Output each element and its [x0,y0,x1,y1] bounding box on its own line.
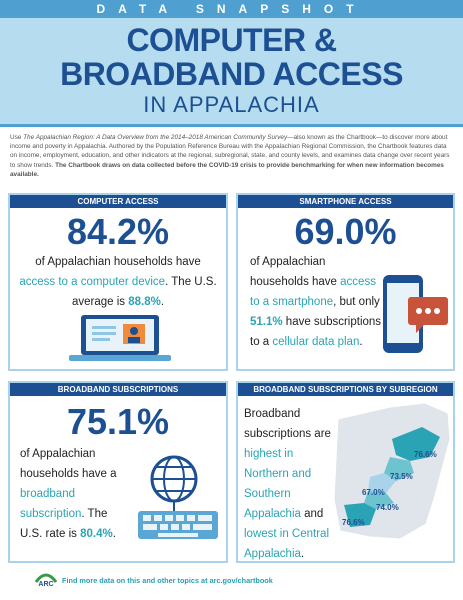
text: of Appalachian households have [35,256,201,268]
highlight: access to a smartphone [250,276,376,308]
card: COMPUTER ACCESS 84.2% of Appalachian hou… [8,193,228,371]
intro-text: —also known as the Chartbook—to discover… [10,134,450,169]
subtitle: IN APPALACHIA [143,92,320,117]
card-text: of Appalachian households have access to… [238,250,382,352]
text: of Appalachian households have a [20,448,117,480]
card-heading: SMARTPHONE ACCESS [238,195,453,208]
logo-text: ARC [38,581,53,588]
phone-icon [383,275,448,353]
map-region [364,491,394,509]
text: Broadband subscriptions are [244,408,331,440]
highlight: 88.8% [128,296,161,308]
title: BROADBAND ACCESS [60,56,403,92]
map-region [392,427,440,461]
highlight: cellular data plan [272,336,360,348]
map-region [368,473,396,493]
map-label: 67.0% [362,488,385,497]
globe-keyboard-icon [138,455,218,539]
card-heading: BROADBAND SUBSCRIPTIONS BY SUBREGION [238,383,453,396]
laptop-icon [69,315,171,361]
card-heading: COMPUTER ACCESS [10,195,226,208]
card-text: of Appalachian households have a broadba… [10,440,132,544]
map-region [384,457,414,481]
text: have subscriptions to a [250,316,382,348]
map-label: 73.5% [390,472,413,481]
highlight: 80.4% [80,528,113,540]
arc-logo: ARC [34,573,58,588]
text: of Appalachian households have [250,256,341,288]
intro: Use The Appalachian Region: A Data Overv… [10,133,453,179]
text: . The U.S. rate is [20,508,108,540]
divider [0,124,463,127]
header-band [0,0,463,124]
stat: 75.1% [66,401,170,442]
map-label: 74.0% [376,503,399,512]
card-text: of Appalachian households have access to… [10,250,226,312]
highlight: 51.1% [250,316,283,328]
map-region [344,503,376,527]
card-heading: BROADBAND SUBSCRIPTIONS [10,383,226,396]
intro-text: Use [10,134,24,141]
title: COMPUTER & [126,22,337,58]
map-label: 76.6% [342,518,365,527]
card: BROADBAND SUBSCRIPTIONS BY SUBREGION Bro… [236,381,455,563]
stat: 84.2% [66,211,170,252]
text: . [112,528,116,540]
card-text: Broadband subscriptions are highest in N… [238,396,332,564]
highlight: broadband subscription [20,488,82,520]
text: and [300,508,324,520]
card: BROADBAND SUBSCRIPTIONS 75.1% of Appalac… [8,381,228,563]
map-label: 76.6% [414,450,437,459]
text: . [359,336,363,348]
intro-note: The Chartbook draws on data collected be… [10,161,444,178]
text: . [300,548,305,560]
card: SMARTPHONE ACCESS 69.0% of Appalachian h… [236,193,455,371]
subregion-map: 76.6% 73.5% 67.0% 74.0% 76.6% [333,402,451,540]
footer-text: Find more data on this and other topics … [62,576,273,585]
intro-citation: The Appalachian Region: A Data Overview … [23,134,288,141]
highlight: highest in Northern and Southern Appalac… [244,448,312,520]
highlight: access to a computer device [19,276,166,288]
stat: 69.0% [294,211,397,252]
text: , but only [333,296,380,308]
highlight: lowest in Central Appalachia [244,528,330,560]
text: . [160,296,165,308]
text: . The U.S. average is [71,276,217,308]
kicker: DATA SNAPSHOT [0,0,463,18]
